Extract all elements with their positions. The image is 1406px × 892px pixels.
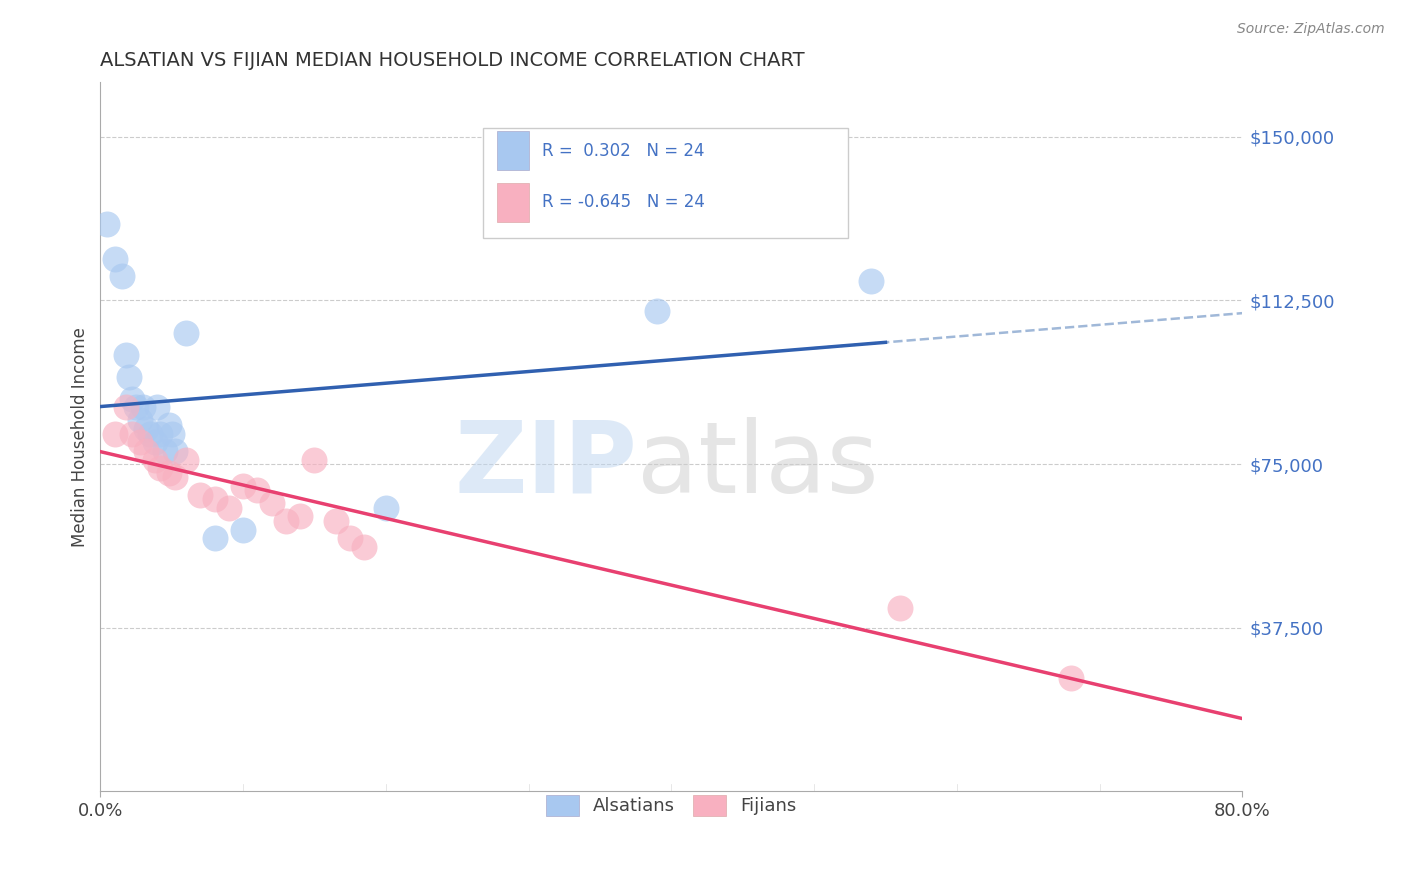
Point [860,274,883,288]
Point [153,444,176,458]
Text: R = -0.645   N = 24: R = -0.645 N = 24 [543,194,706,211]
Point [104,252,127,266]
Point [204,531,226,545]
Text: Source: ZipAtlas.com: Source: ZipAtlas.com [1237,22,1385,37]
Text: ZIP: ZIP [454,417,637,514]
Point [139,426,162,441]
Point [353,540,375,554]
Point [143,435,166,450]
Legend: Alsatians, Fijians: Alsatians, Fijians [537,786,806,825]
Text: R =  0.302   N = 24: R = 0.302 N = 24 [543,142,704,160]
Point [163,470,186,484]
Point [304,452,326,467]
Point [135,422,157,436]
Point [125,401,148,415]
Point [290,509,312,524]
Point [274,514,297,528]
Point [325,514,347,528]
Point [121,392,143,406]
Point [339,531,361,545]
Y-axis label: Median Household Income: Median Household Income [72,326,89,547]
Point [129,413,152,427]
Point [135,444,157,458]
Text: ALSATIAN VS FIJIAN MEDIAN HOUSEHOLD INCOME CORRELATION CHART: ALSATIAN VS FIJIAN MEDIAN HOUSEHOLD INCO… [100,51,806,70]
Point [104,426,127,441]
Point [374,500,396,515]
Point [218,500,240,515]
Point [174,452,197,467]
Point [174,326,197,341]
Point [96,217,118,231]
Point [204,491,226,506]
FancyBboxPatch shape [496,131,529,170]
Point [232,523,254,537]
Point [121,426,143,441]
Point [232,479,254,493]
Point [132,401,155,415]
Point [157,417,180,432]
Point [143,452,166,467]
Point [246,483,269,498]
Point [115,401,138,415]
Point [118,369,141,384]
Point [111,269,134,284]
Point [115,348,138,362]
Point [260,496,283,510]
Point [188,488,211,502]
Point [129,435,152,450]
Point [157,466,180,480]
Point [149,461,172,475]
Point [146,401,169,415]
Point [1060,671,1083,685]
Point [889,601,911,615]
Point [160,426,183,441]
FancyBboxPatch shape [482,128,848,238]
Text: atlas: atlas [637,417,879,514]
Point [163,444,186,458]
Point [149,426,172,441]
Point [645,304,668,318]
FancyBboxPatch shape [496,183,529,222]
